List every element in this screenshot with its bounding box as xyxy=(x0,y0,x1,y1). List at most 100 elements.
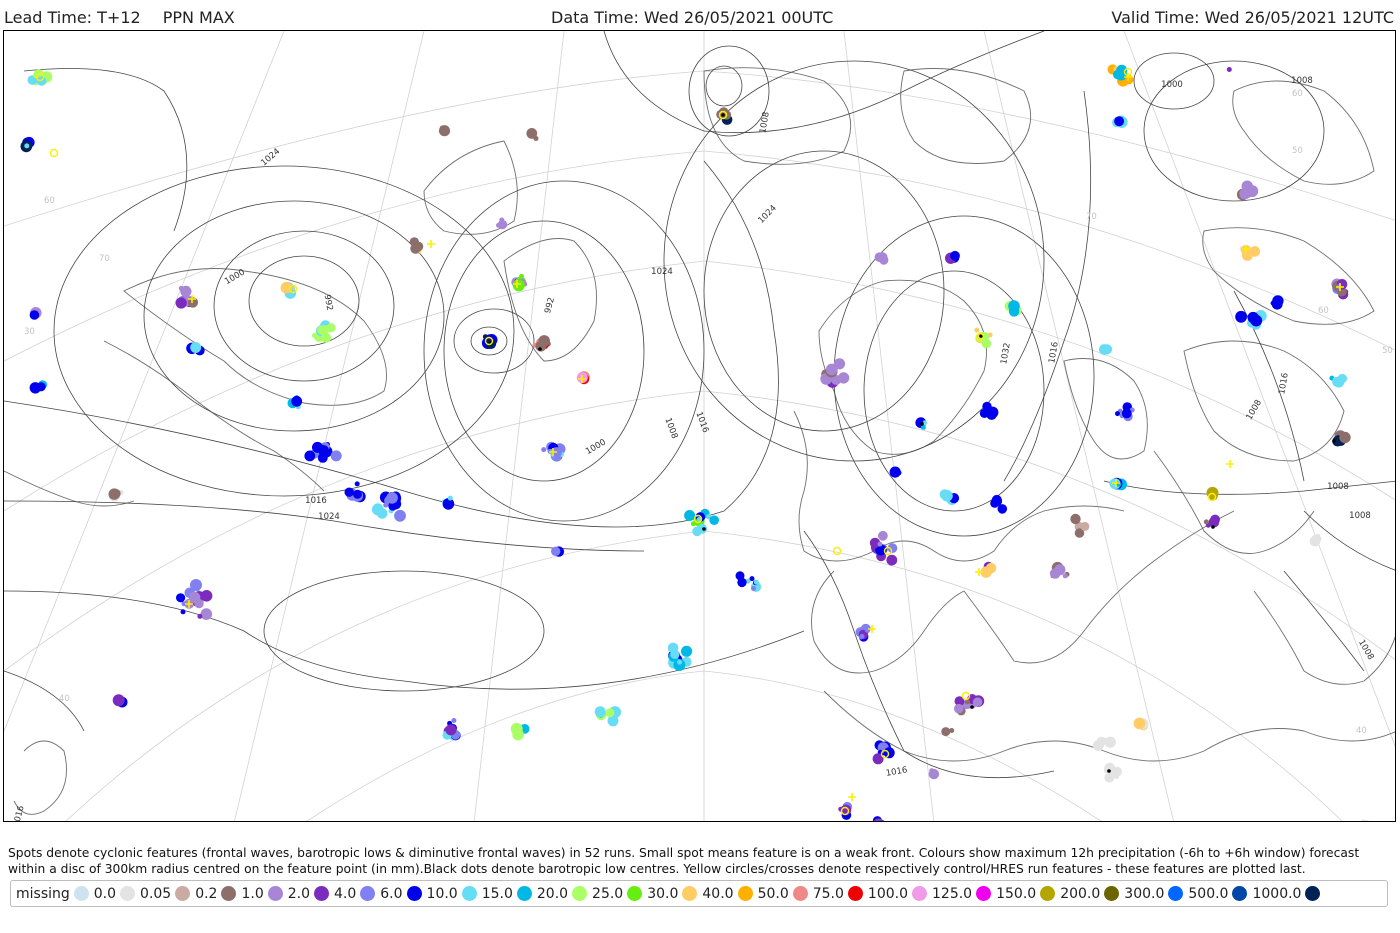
control-run-circle xyxy=(288,284,298,294)
forecast-map[interactable]: 1024 1000 992 1016 1008 992 1000 1008 1016 1024 10… xyxy=(3,30,1396,822)
feature-spot xyxy=(326,323,336,333)
legend-label: 10.0 xyxy=(426,885,458,902)
feature-spot xyxy=(541,447,547,453)
feature-spot xyxy=(438,125,451,137)
hres-run-cross xyxy=(848,793,856,801)
feature-spot xyxy=(709,515,719,525)
feature-spot xyxy=(684,510,696,521)
feature-spot xyxy=(979,408,990,418)
feature-spot xyxy=(997,504,1008,514)
isobar-label: 1016 xyxy=(885,765,908,779)
legend-label: 4.0 xyxy=(334,885,357,902)
legend-label: 0.05 xyxy=(140,885,172,902)
latitude-label: 60 xyxy=(1292,89,1303,99)
legend-item: 1000.0 xyxy=(1252,885,1321,902)
legend-swatch xyxy=(1040,886,1056,901)
feature-spot xyxy=(753,579,759,585)
feature-spot xyxy=(878,530,888,541)
feature-spot xyxy=(447,495,453,501)
coastlines xyxy=(4,67,1395,815)
hres-run-cross xyxy=(1242,245,1250,253)
feature-spot xyxy=(737,577,747,588)
legend-label: 150.0 xyxy=(996,885,1037,902)
legend-swatch xyxy=(1104,886,1120,901)
feature-spot xyxy=(696,517,702,522)
latitude-label: 60 xyxy=(44,196,55,206)
control-run-circle xyxy=(35,72,45,82)
feature-spot xyxy=(111,488,121,499)
hres-run-cross xyxy=(1226,460,1234,468)
feature-spot xyxy=(176,593,186,603)
isobar-label: 1016 xyxy=(305,496,327,506)
isobar-label: 1008 xyxy=(758,111,772,134)
legend-swatch xyxy=(912,886,927,901)
feature-spot xyxy=(1235,310,1247,323)
legend-label: 1000.0 xyxy=(1252,885,1302,902)
feature-spot xyxy=(510,722,523,735)
legend-swatch xyxy=(461,886,477,901)
feature-spot xyxy=(200,608,213,620)
feature-spot xyxy=(194,598,204,609)
legend-item: 6.0 xyxy=(380,886,422,902)
isobar-label: 1024 xyxy=(318,512,340,522)
legend-swatch xyxy=(572,886,588,901)
lead-time-text: Lead Time: T+12 xyxy=(4,8,141,27)
hres-run-cross xyxy=(975,568,983,576)
legend-swatch xyxy=(120,886,136,901)
feature-spot xyxy=(497,219,508,230)
isobar-label: 1032 xyxy=(999,342,1013,365)
hres-run-cross xyxy=(868,625,876,633)
legend-label: 30.0 xyxy=(647,885,679,902)
barotropic-low-dot xyxy=(721,113,725,117)
legend-swatch xyxy=(737,886,753,901)
feature-spot xyxy=(673,659,686,671)
legend-swatch xyxy=(627,886,643,901)
feature-spot xyxy=(320,332,332,343)
feature-spot xyxy=(949,728,955,733)
feature-spot xyxy=(535,340,547,352)
feature-spot xyxy=(1335,435,1341,441)
feature-spot xyxy=(354,481,360,487)
feature-spot xyxy=(1062,573,1068,579)
barotropic-low-dot xyxy=(702,527,706,531)
legend-item: 0.2 xyxy=(195,886,237,902)
feature-spot xyxy=(178,285,184,291)
legend-swatch xyxy=(267,886,283,901)
feature-spot xyxy=(964,699,970,705)
legend-label: 40.0 xyxy=(702,885,734,902)
legend-item: 150.0 xyxy=(996,885,1056,902)
isobar-label: 1008 xyxy=(662,416,679,440)
legend-item: 50.0 xyxy=(758,886,808,902)
isobar-label: 1000 xyxy=(223,268,247,287)
feature-spot xyxy=(413,241,424,252)
barotropic-low-dot xyxy=(1211,525,1215,529)
feature-spot xyxy=(1026,821,1031,822)
legend-item: 300.0 xyxy=(1124,886,1184,902)
legend-label: 15.0 xyxy=(481,885,513,902)
feature-spot xyxy=(1104,762,1116,774)
legend-swatch xyxy=(73,886,89,901)
feature-spot xyxy=(1203,519,1209,525)
legend-item: 0.0 xyxy=(94,886,136,902)
feature-spot xyxy=(605,708,615,718)
legend-swatch xyxy=(221,886,237,901)
feature-spot xyxy=(1104,736,1116,748)
legend-item: 1.0 xyxy=(241,886,283,902)
hres-run-cross xyxy=(1112,479,1120,487)
isobar-label: 1000 xyxy=(1161,80,1183,90)
feature-spot xyxy=(1339,378,1345,384)
feature-spot xyxy=(175,297,186,308)
feature-spot xyxy=(181,601,187,607)
feature-spot xyxy=(1104,772,1115,783)
feature-spot xyxy=(1332,377,1338,383)
feature-spot xyxy=(512,279,525,292)
feature-spot xyxy=(317,325,327,335)
feature-spot xyxy=(442,498,455,510)
latitude-label: 40 xyxy=(1356,726,1367,736)
feature-spot xyxy=(670,649,680,660)
feature-spot xyxy=(353,489,362,499)
isobar-label: 1024 xyxy=(756,203,778,225)
feature-spot xyxy=(954,703,964,714)
legend-item: 2.0 xyxy=(288,886,329,902)
feature-spot xyxy=(445,724,457,736)
